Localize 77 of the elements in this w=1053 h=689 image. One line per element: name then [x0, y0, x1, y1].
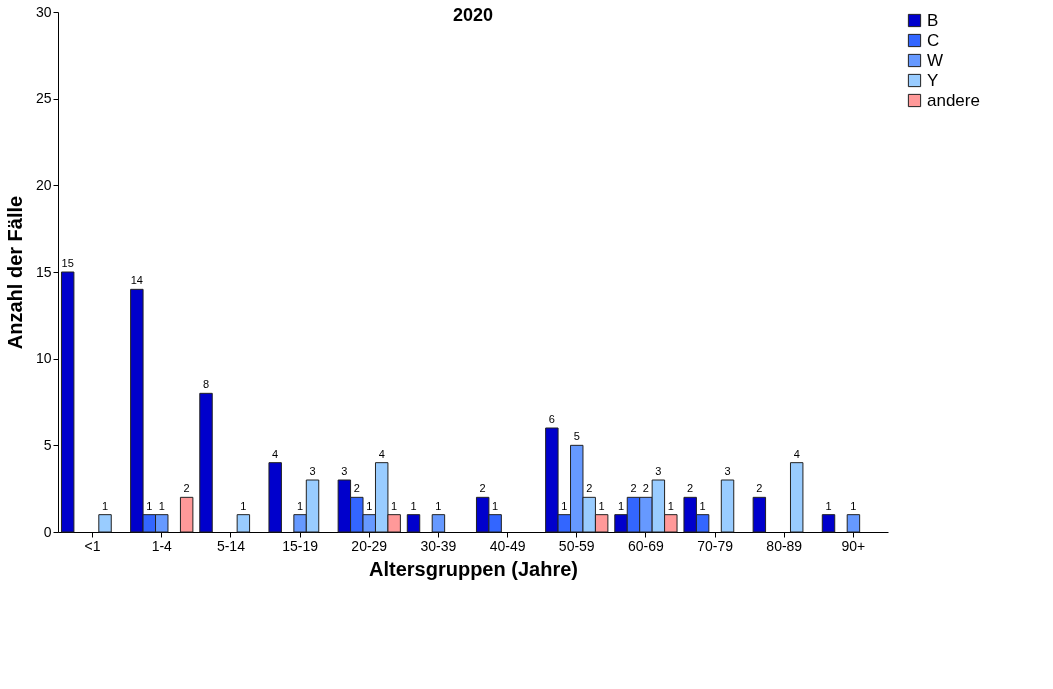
bar: [406, 514, 421, 533]
x-tick-label: 1-4: [151, 537, 173, 554]
data-label: 2: [630, 482, 637, 495]
x-tick-label: 20-29: [351, 537, 388, 554]
data-label: 1: [240, 499, 247, 512]
data-label: 2: [586, 482, 593, 495]
x-tick-label: 40-49: [489, 537, 526, 554]
data-label: 3: [655, 465, 662, 477]
data-label: 1: [410, 499, 417, 512]
y-tick-label: 10: [35, 350, 52, 367]
data-label: 1: [492, 499, 499, 512]
data-label: 1: [366, 499, 373, 512]
bar: [98, 514, 112, 533]
x-tick-label: 80-89: [766, 537, 803, 554]
bar: [846, 514, 861, 533]
x-tick-label: 50-59: [558, 537, 595, 554]
data-label: 8: [202, 378, 210, 391]
bar: [236, 514, 251, 533]
data-label: 2: [183, 482, 190, 495]
y-axis-title: Anzahl der Fälle: [3, 195, 26, 350]
data-label: 1: [598, 499, 605, 512]
legend-label: B: [927, 10, 939, 30]
bar: [431, 514, 446, 533]
x-tick-label: 60-69: [628, 537, 665, 554]
legend-label: Y: [927, 70, 939, 90]
bar: [179, 496, 194, 533]
data-label: 2: [642, 482, 649, 495]
x-tick-label: 90+: [841, 537, 866, 554]
data-label: 15: [61, 257, 74, 269]
data-label: 1: [146, 499, 153, 512]
x-tick-label: 70-79: [697, 537, 734, 554]
y-tick-label: 25: [35, 90, 52, 107]
y-tick-label: 20: [35, 176, 52, 193]
x-tick-label: 5-14: [216, 537, 246, 554]
bar: [268, 462, 282, 533]
data-label: 4: [272, 447, 279, 460]
data-label: 1: [101, 499, 109, 512]
data-label: 1: [158, 499, 165, 512]
bar: [752, 496, 767, 533]
x-tick-label: 30-39: [420, 537, 457, 554]
data-label: 1: [391, 499, 398, 512]
data-label: 2: [687, 482, 694, 495]
data-label: 3: [309, 465, 316, 477]
data-label: 1: [825, 499, 832, 512]
data-label: 1: [561, 499, 568, 512]
data-label: 6: [548, 413, 555, 425]
bar: [60, 271, 75, 533]
data-label: 2: [756, 482, 763, 495]
bar: [720, 479, 735, 533]
data-label: 2: [479, 482, 486, 495]
data-label: 3: [724, 465, 731, 477]
x-tick-label: <1: [84, 537, 101, 554]
data-label: 1: [699, 499, 706, 512]
chart-title: 2020: [452, 5, 494, 25]
data-label: 1: [297, 499, 304, 512]
y-tick-label: 0: [43, 523, 52, 540]
bar: [199, 392, 213, 533]
data-label: 1: [617, 499, 625, 512]
data-label: 4: [378, 447, 385, 460]
y-tick-label: 5: [43, 436, 52, 453]
data-label: 1: [667, 499, 674, 512]
data-label: 14: [130, 274, 143, 287]
bar: [789, 462, 804, 533]
data-label: 3: [341, 465, 348, 477]
legend-label: andere: [927, 90, 980, 110]
data-label: 4: [793, 447, 800, 460]
bar: [821, 514, 836, 533]
x-axis-title: Altersgruppen (Jahre): [369, 557, 578, 580]
data-label: 5: [573, 430, 580, 443]
data-label: 1: [850, 499, 857, 512]
data-label: 1: [435, 499, 442, 512]
data-label: 2: [353, 482, 360, 495]
y-tick-label: 30: [35, 3, 52, 20]
y-tick-label: 15: [35, 263, 52, 280]
x-tick-label: 15-19: [282, 537, 319, 554]
legend-label: C: [927, 30, 940, 50]
legend-label: W: [927, 50, 944, 70]
